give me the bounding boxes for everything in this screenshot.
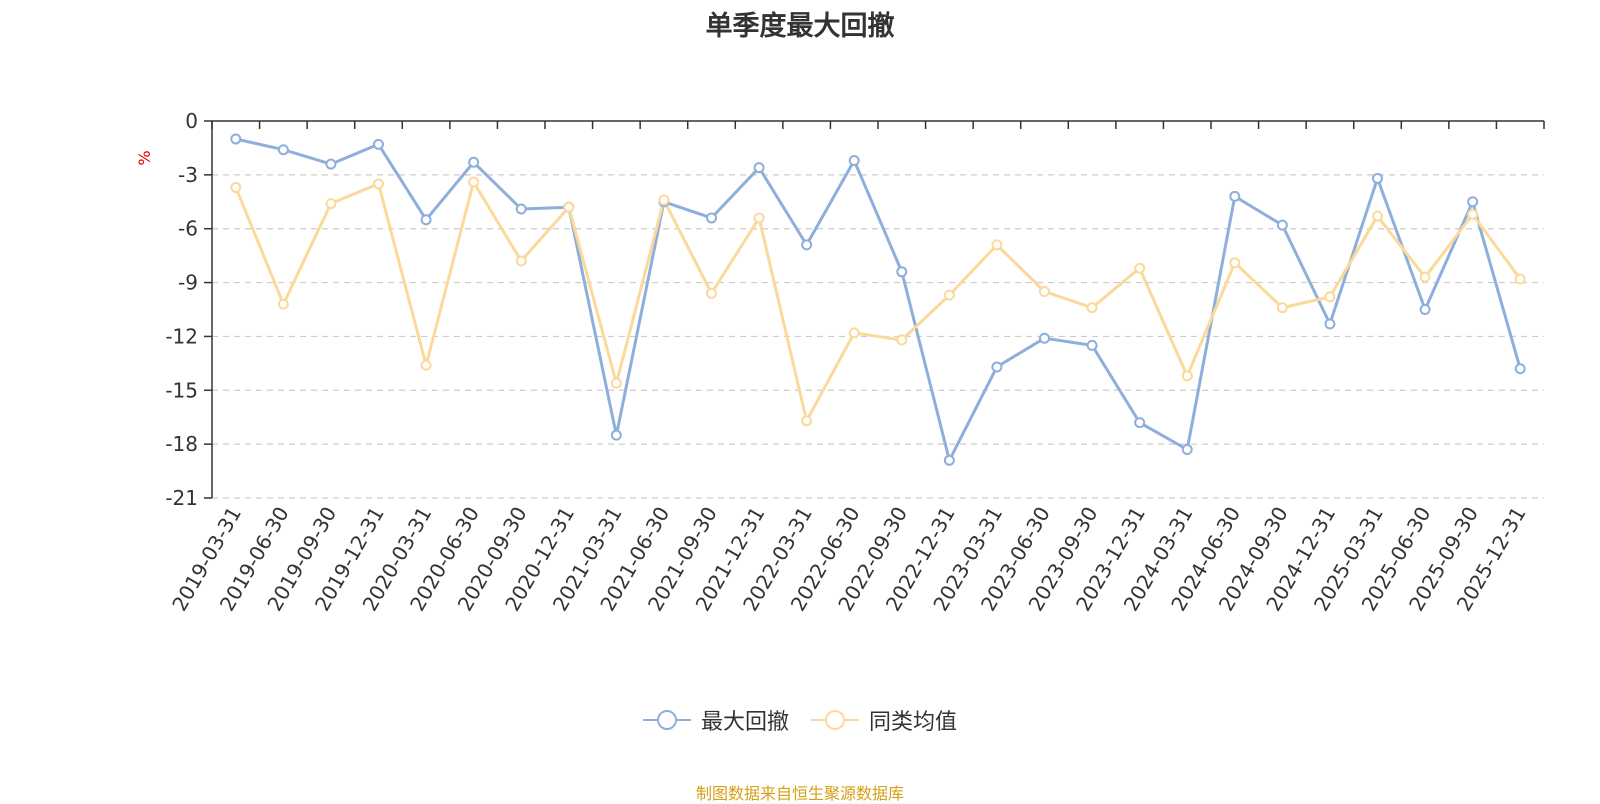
data-point-0 — [277, 144, 289, 156]
data-point-1 — [943, 289, 955, 301]
data-point-0 — [896, 266, 908, 278]
data-point-1 — [1514, 273, 1526, 285]
data-point-1 — [658, 194, 670, 206]
data-point-1 — [1467, 208, 1479, 220]
data-point-1 — [515, 255, 527, 267]
data-point-1 — [420, 359, 432, 371]
data-point-0 — [801, 239, 813, 251]
chart-title: 单季度最大回撤 — [705, 11, 895, 42]
data-point-0 — [420, 214, 432, 226]
y-tick-label: -9 — [178, 271, 198, 295]
data-point-1 — [848, 327, 860, 339]
data-point-1 — [1086, 302, 1098, 314]
series-line-1 — [234, 180, 1522, 423]
data-point-0 — [1372, 172, 1383, 184]
data-point-0 — [943, 454, 955, 466]
data-point-1 — [801, 415, 813, 427]
data-point-0 — [991, 361, 1003, 373]
y-tick-label: -18 — [165, 432, 198, 456]
data-point-1 — [1324, 291, 1336, 303]
series-markers — [230, 133, 1526, 466]
data-point-1 — [610, 377, 622, 389]
data-point-0 — [610, 429, 622, 441]
data-point-0 — [230, 133, 242, 145]
series-line-0 — [235, 137, 1522, 462]
y-tick-label: -6 — [178, 217, 198, 241]
data-point-0 — [753, 162, 765, 174]
y-tick-label: -3 — [178, 163, 198, 187]
data-point-0 — [1086, 339, 1098, 351]
data-point-1 — [1372, 210, 1383, 222]
data-point-0 — [1324, 318, 1336, 330]
data-point-1 — [1229, 257, 1241, 269]
data-point-0 — [325, 158, 337, 170]
data-point-1 — [325, 198, 337, 210]
data-point-1 — [1039, 286, 1050, 298]
legend: 最大回撤 同类均值 — [0, 704, 1600, 736]
data-point-1 — [753, 212, 765, 224]
series-lines — [234, 137, 1522, 462]
data-point-1 — [1134, 262, 1146, 274]
data-point-0 — [468, 156, 480, 168]
legend-line-circle-icon — [811, 710, 859, 730]
data-point-1 — [563, 201, 575, 213]
data-point-1 — [706, 287, 717, 299]
data-source-note: 制图数据来自恒生聚源数据库 — [695, 784, 904, 803]
data-point-0 — [1276, 219, 1288, 231]
data-point-0 — [1134, 417, 1146, 429]
legend-label: 最大回撤 — [700, 710, 789, 735]
data-point-0 — [1229, 190, 1241, 202]
data-point-1 — [468, 176, 480, 188]
y-tick-label: -15 — [165, 378, 198, 402]
data-point-0 — [1419, 304, 1431, 315]
data-point-0 — [1514, 363, 1526, 375]
data-point-1 — [991, 239, 1003, 251]
y-tick-label: 0 — [185, 109, 198, 133]
data-point-0 — [706, 212, 717, 224]
y-tick-label: -12 — [165, 324, 198, 348]
data-point-1 — [277, 298, 289, 310]
data-point-0 — [1181, 444, 1193, 456]
data-point-0 — [848, 154, 860, 166]
y-axis-unit-label: % — [135, 150, 154, 165]
legend-item-peer-average[interactable]: 同类均值 — [811, 704, 957, 736]
data-point-1 — [896, 334, 908, 346]
y-tick-label: -21 — [165, 486, 198, 510]
data-point-1 — [230, 181, 242, 193]
data-point-1 — [1181, 370, 1193, 382]
data-point-0 — [515, 203, 527, 215]
data-point-0 — [1467, 196, 1479, 208]
data-point-0 — [1039, 332, 1050, 344]
legend-line-circle-icon — [642, 710, 691, 730]
data-point-0 — [373, 138, 384, 150]
legend-label: 同类均值 — [869, 710, 958, 735]
data-point-1 — [1276, 302, 1288, 314]
data-point-1 — [1419, 271, 1431, 283]
legend-item-max-drawdown[interactable]: 最大回撤 — [642, 704, 789, 736]
data-point-1 — [373, 178, 384, 190]
